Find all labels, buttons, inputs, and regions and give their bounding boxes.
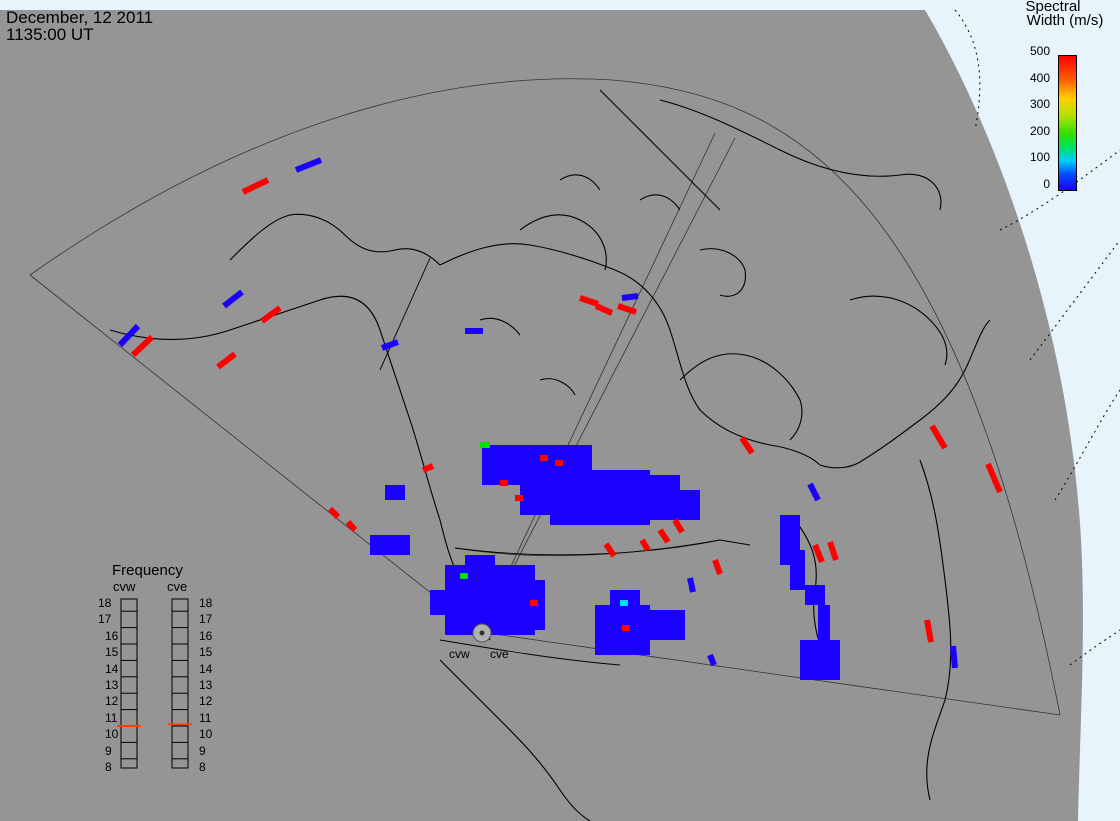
radar-echoes-streaks — [117, 157, 1003, 669]
frequency-bars — [120, 598, 189, 769]
radar-echoes-mid — [460, 442, 630, 631]
frequency-level-right: 9 — [199, 743, 206, 758]
colorbar-tick-label: 300 — [1029, 97, 1050, 112]
colorbar — [1058, 55, 1077, 191]
frequency-level-right: 11 — [199, 710, 212, 725]
colorbar-tick-label: 400 — [1029, 70, 1050, 85]
colorbar-tick-label: 0 — [1043, 177, 1050, 191]
frequency-level-right: 8 — [199, 760, 206, 774]
lat-lon-grid — [954, 9, 1120, 666]
frequency-level-left: 17 — [98, 612, 112, 627]
frequency-level-left: 13 — [105, 678, 119, 692]
date-label: December, 12 2011 — [6, 8, 154, 27]
frequency-level-left: 8 — [105, 760, 112, 774]
colorbar-tick-label: 100 — [1029, 150, 1050, 165]
frequency-level-right: 16 — [199, 628, 213, 643]
frequency-level-left: 14 — [105, 661, 119, 676]
frequency-level-left: 16 — [105, 628, 119, 643]
frequency-level-left: 18 — [98, 596, 112, 610]
frequency-level-left: 10 — [105, 727, 119, 742]
station-label-cve: cve — [167, 579, 188, 594]
frequency-level-right: 13 — [199, 678, 213, 692]
frequency-level-right: 15 — [199, 645, 213, 660]
frequency-level-right: 10 — [199, 727, 213, 742]
colorbar-title-line1: Spectral — [1025, 0, 1081, 15]
frequency-level-right: 17 — [199, 612, 213, 627]
frequency-level-left: 9 — [105, 743, 112, 758]
frequency-level-left: 15 — [105, 645, 119, 660]
colorbar-title-line2: Width (m/s) — [1026, 12, 1104, 29]
frequency-level-right: 18 — [199, 596, 213, 610]
radar-site-label-cve: cve — [490, 647, 509, 661]
station-label-cvw: cvw — [113, 579, 136, 594]
frequency-level-right: 14 — [199, 661, 213, 676]
colorbar-tick-label: 200 — [1029, 123, 1050, 138]
colorbar-tick-label: 500 — [1029, 44, 1050, 58]
radar-site-label-cvw: cvw — [449, 647, 470, 661]
coastlines — [109, 89, 991, 821]
frequency-level-right: 12 — [199, 694, 213, 709]
frequency-level-left: 11 — [105, 710, 118, 725]
frequency-level-left: 12 — [105, 694, 119, 709]
land-area — [0, 10, 1083, 821]
frequency-title: Frequency — [112, 562, 183, 579]
time-label: 1135:00 UT — [6, 25, 94, 44]
